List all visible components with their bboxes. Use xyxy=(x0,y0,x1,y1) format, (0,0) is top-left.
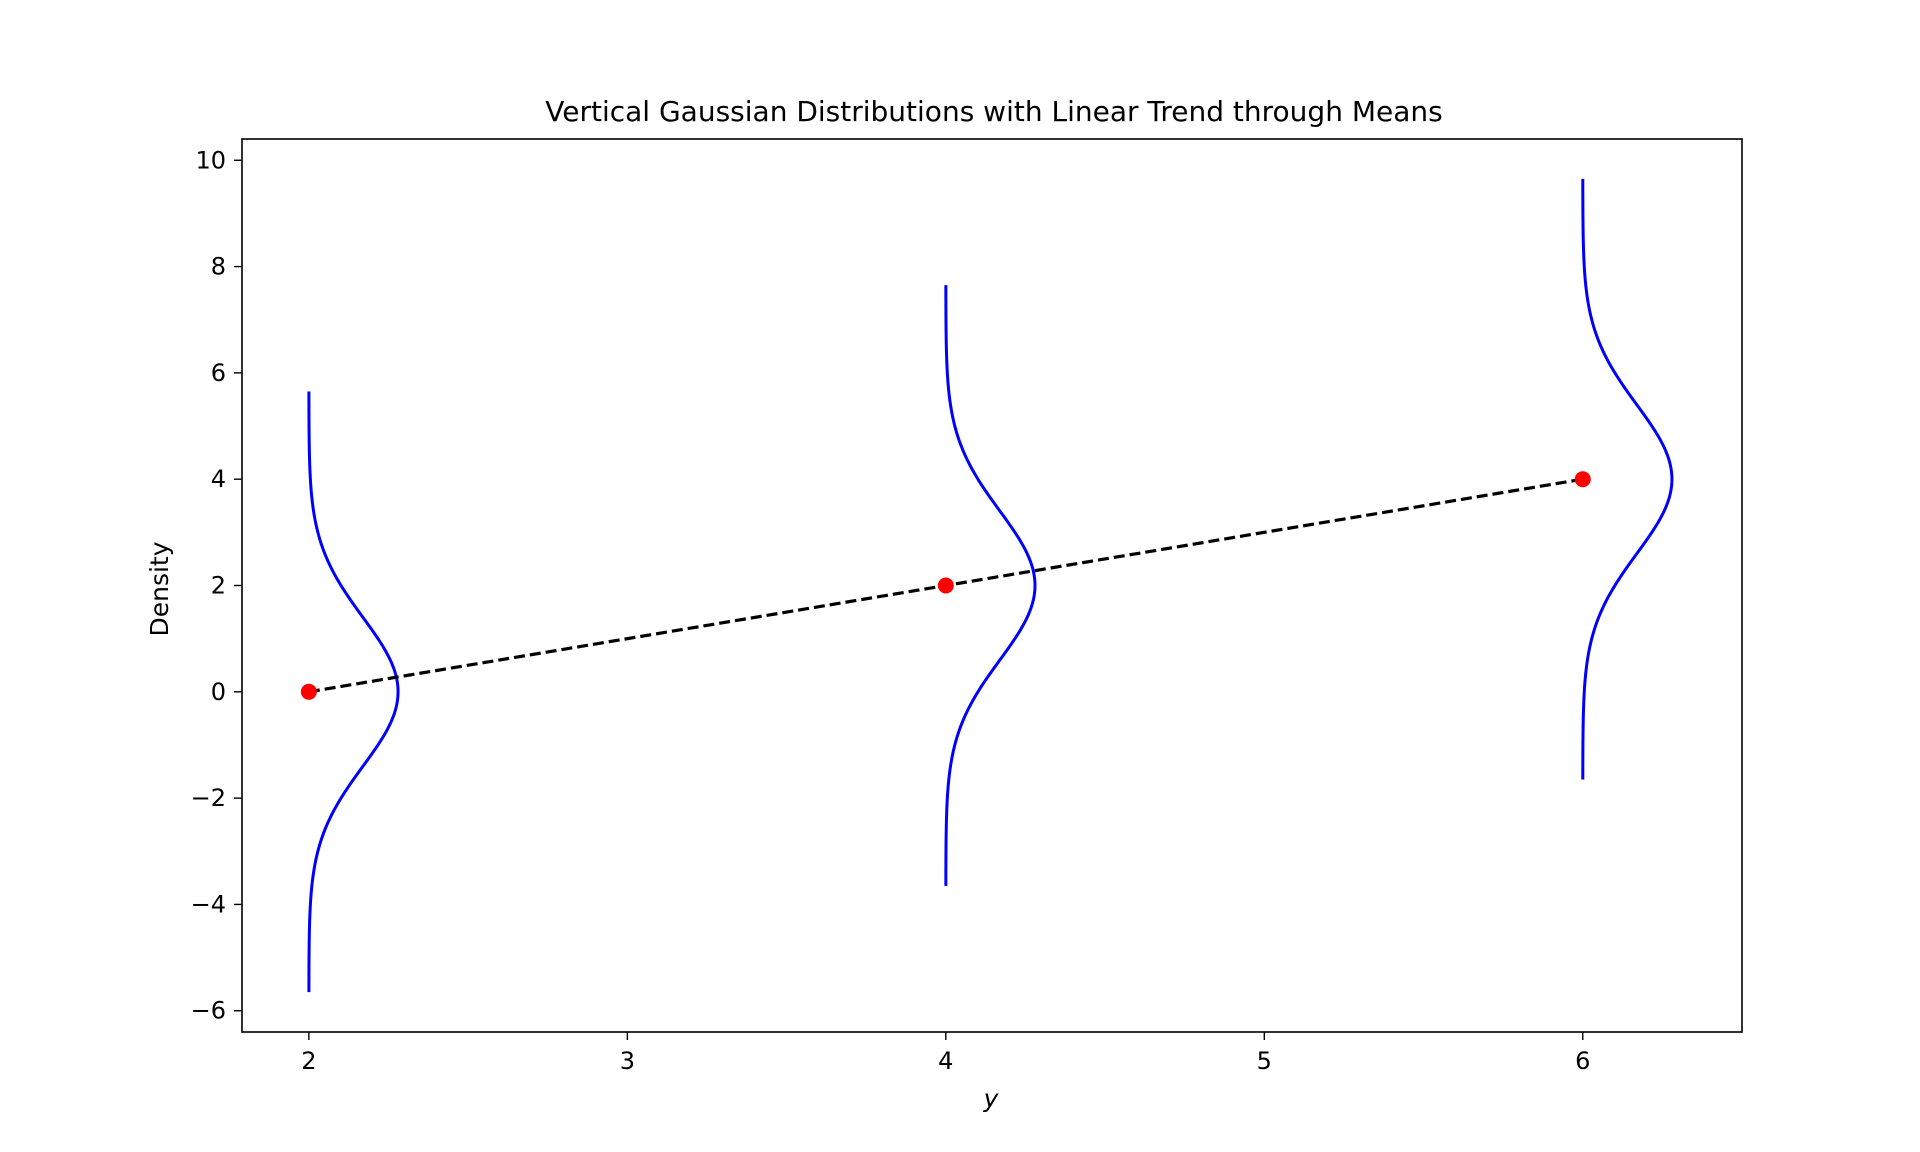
x-tick-label: 4 xyxy=(938,1047,953,1075)
x-tick-label: 5 xyxy=(1257,1047,1272,1075)
x-tick-label: 2 xyxy=(301,1047,316,1075)
x-axis-label: y xyxy=(983,1084,1000,1113)
y-axis-label: Density xyxy=(145,541,174,636)
y-tick-label: 2 xyxy=(211,572,226,600)
y-axis-ticks: −6 −4 −2 0 2 4 6 8 10 xyxy=(191,146,242,1025)
mean-point-2 xyxy=(937,577,954,594)
x-axis-ticks: 2 3 4 5 6 xyxy=(301,1032,1590,1075)
y-tick-label: 8 xyxy=(211,253,226,281)
gaussian-curve-1 xyxy=(307,391,400,993)
mean-markers xyxy=(300,471,1591,700)
gaussian-curves xyxy=(307,178,1674,993)
y-tick-label: 4 xyxy=(211,465,226,493)
y-tick-label: −2 xyxy=(191,784,226,812)
x-tick-label: 3 xyxy=(620,1047,635,1075)
y-tick-label: −6 xyxy=(191,997,226,1025)
chart-title: Vertical Gaussian Distributions with Lin… xyxy=(545,95,1442,128)
x-tick-label: 6 xyxy=(1575,1047,1590,1075)
y-tick-label: 0 xyxy=(211,678,226,706)
y-tick-label: 10 xyxy=(195,146,226,174)
mean-point-3 xyxy=(1574,471,1591,488)
mean-point-1 xyxy=(300,683,317,700)
gaussian-curve-3 xyxy=(1581,178,1674,780)
y-tick-label: −4 xyxy=(191,890,226,918)
gaussian-curve-2 xyxy=(944,285,1037,886)
y-tick-label: 6 xyxy=(211,359,226,387)
